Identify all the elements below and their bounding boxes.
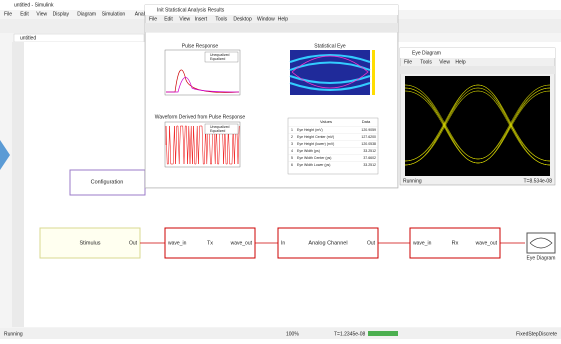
cell: Eye Width Center (ps) <box>297 156 331 160</box>
cell: 2 <box>291 135 293 139</box>
menu-item[interactable]: Display <box>53 11 70 17</box>
plot-title: Waveform Derived from Pulse Response <box>155 114 246 120</box>
plot-title: Pulse Response <box>182 43 219 49</box>
menu-item[interactable]: Tools <box>215 16 227 22</box>
menu-item[interactable]: View <box>179 16 190 22</box>
port-label: wave_out <box>476 240 498 246</box>
cell: 3 <box>291 142 293 146</box>
cell: 33.2512 <box>363 163 376 167</box>
cell: 120.0538 <box>361 142 376 146</box>
menu-item[interactable]: Help <box>278 16 289 22</box>
cell: 33.2512 <box>363 149 376 153</box>
window-title: untitled - Simulink <box>14 2 54 8</box>
plot-title: Statistical Eye <box>314 43 346 49</box>
port-label: wave_out <box>231 240 253 246</box>
toolbar <box>145 23 398 32</box>
cell: Eye Height Center (mV) <box>297 135 334 139</box>
table-header: Data <box>362 119 371 124</box>
cell: 4 <box>291 149 293 153</box>
menu-item[interactable]: Diagram <box>77 11 96 17</box>
cell: Eye Width Lower (ps) <box>297 163 330 167</box>
menu-item[interactable]: Edit <box>164 16 173 22</box>
port-label: Out <box>367 240 376 246</box>
cell: Eye Height (lower) (mV) <box>297 142 334 146</box>
legend-entry: Equalized <box>210 57 225 61</box>
breadcrumb: untitled <box>20 35 36 41</box>
block-label: Eye Diagram <box>527 255 556 261</box>
toolbar <box>400 66 555 74</box>
menu-item[interactable]: View <box>439 59 450 65</box>
screen: untitled - Simulink File Edit View Display D… <box>0 0 561 339</box>
port-label: wave_in <box>168 240 187 246</box>
window-title: Init Statistical Analysis Results <box>157 7 225 13</box>
menu-item[interactable]: Help <box>455 59 466 65</box>
port-label: Out <box>129 240 138 246</box>
block-label: Analog Channel <box>308 240 347 246</box>
block-label: Configuration <box>91 179 124 185</box>
menu-item[interactable]: Simulation <box>102 11 126 17</box>
cell: 37.6602 <box>363 156 376 160</box>
menu-item[interactable]: Tools <box>420 59 432 65</box>
scope-time: T=8.534e-08 <box>524 178 553 184</box>
cell: 1 <box>291 128 293 132</box>
menu-item[interactable]: Desktop <box>233 16 252 22</box>
status-bar <box>0 328 561 339</box>
menu-item[interactable]: File <box>4 11 12 17</box>
progress <box>368 331 398 336</box>
palette <box>12 42 24 327</box>
results-table: Values Data 1 Eye Height (mV) 120.9059 2 Eye H… <box>288 118 378 174</box>
block-label: Rx <box>452 240 459 246</box>
eye-block[interactable] <box>527 233 555 253</box>
cell: 5 <box>291 156 293 160</box>
cell: 120.9059 <box>361 128 376 132</box>
menu-item[interactable]: File <box>404 59 412 65</box>
menu-item[interactable]: Edit <box>20 11 29 17</box>
zoom: 100% <box>286 331 299 337</box>
menu-item[interactable]: View <box>36 11 47 17</box>
cell: Eye Width (ps) <box>297 149 320 153</box>
block-label: Tx <box>207 240 213 246</box>
scope-status: Running <box>403 178 422 184</box>
cell: 6 <box>291 163 293 167</box>
port-label: In <box>281 240 285 246</box>
sim-time: T=1.2345e-08 <box>334 331 365 337</box>
menu-item[interactable]: File <box>149 16 157 22</box>
menu-item[interactable]: Insert <box>195 16 208 22</box>
status: Running <box>4 331 23 337</box>
cell: Eye Height (mV) <box>297 128 323 132</box>
window-title: Eye Diagram <box>412 50 441 56</box>
solver: FixedStepDiscrete <box>516 331 557 337</box>
colorbar <box>372 50 375 95</box>
menu-item[interactable]: Window <box>257 16 275 22</box>
table-header: Values <box>320 119 332 124</box>
block-label: Stimulus <box>79 240 100 246</box>
legend-entry: Equalized <box>210 129 225 133</box>
cell: 127.6200 <box>361 135 376 139</box>
port-label: wave_in <box>413 240 432 246</box>
